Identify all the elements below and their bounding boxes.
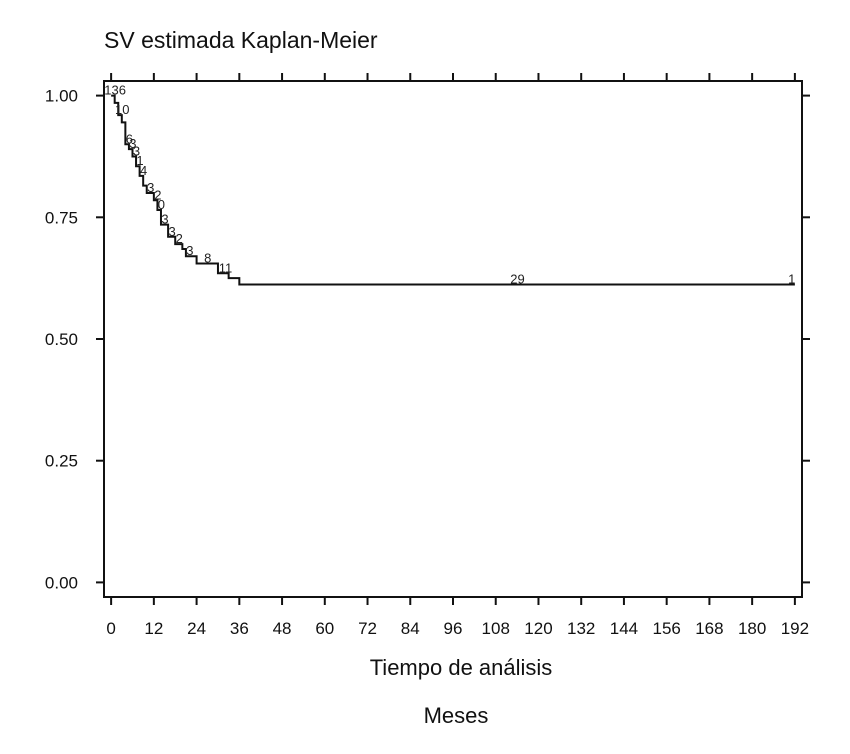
risk-count-label: 3 xyxy=(129,136,136,151)
x-axis: 0 12 24 36 48 60 72 84 96 108 120 132 144 156 168 180 19… xyxy=(106,73,809,638)
x-axis-title: Tiempo de análisis xyxy=(370,655,553,680)
x-tick-label: 144 xyxy=(610,619,638,638)
x-tick-label: 180 xyxy=(738,619,766,638)
risk-count-label: 3 xyxy=(161,212,168,227)
risk-count-label: 3 xyxy=(186,243,193,258)
risk-count-label: 3 xyxy=(147,180,154,195)
x-tick-label: 108 xyxy=(482,619,510,638)
risk-count-label: 2 xyxy=(176,231,183,246)
risk-count-label: 29 xyxy=(510,271,524,286)
x-tick-label: 72 xyxy=(358,619,377,638)
risk-count-label: 6 xyxy=(126,131,133,146)
risk-count-label: 3 xyxy=(133,143,140,158)
risk-count-label: 10 xyxy=(115,102,129,117)
y-tick-label: 0.75 xyxy=(45,208,78,227)
y-axis: 0.00 0.25 0.50 0.75 1.00 xyxy=(45,87,810,592)
x-tick-label: 60 xyxy=(315,619,334,638)
x-tick-label: 168 xyxy=(695,619,723,638)
y-tick-label: 0.50 xyxy=(45,330,78,349)
risk-count-label: 8 xyxy=(204,251,211,266)
risk-count-label: 3 xyxy=(168,224,175,239)
risk-count-label: 11 xyxy=(219,260,233,275)
risk-count-label: 0 xyxy=(158,197,165,212)
x-tick-label: 24 xyxy=(187,619,206,638)
x-tick-label: 132 xyxy=(567,619,595,638)
x-tick-label: 84 xyxy=(401,619,420,638)
x-axis-subtitle: Meses xyxy=(424,703,489,728)
x-tick-label: 0 xyxy=(106,619,115,638)
x-tick-label: 192 xyxy=(781,619,809,638)
survival-curve xyxy=(111,94,795,286)
y-tick-label: 0.25 xyxy=(45,452,78,471)
x-tick-label: 120 xyxy=(524,619,552,638)
y-tick-label: 1.00 xyxy=(45,87,78,106)
x-tick-label: 12 xyxy=(144,619,163,638)
risk-count-label: 1 xyxy=(788,271,795,286)
risk-count-label: 4 xyxy=(140,163,147,178)
y-tick-label: 0.00 xyxy=(45,573,78,592)
chart-title: SV estimada Kaplan-Meier xyxy=(104,27,378,53)
x-tick-label: 36 xyxy=(230,619,249,638)
risk-count-label: 2 xyxy=(154,187,161,202)
x-tick-label: 48 xyxy=(273,619,292,638)
risk-count-label: 136 xyxy=(104,83,126,98)
plot-frame xyxy=(103,80,803,598)
x-tick-label: 96 xyxy=(444,619,463,638)
x-tick-label: 156 xyxy=(652,619,680,638)
risk-count-label: 1 xyxy=(136,153,143,168)
